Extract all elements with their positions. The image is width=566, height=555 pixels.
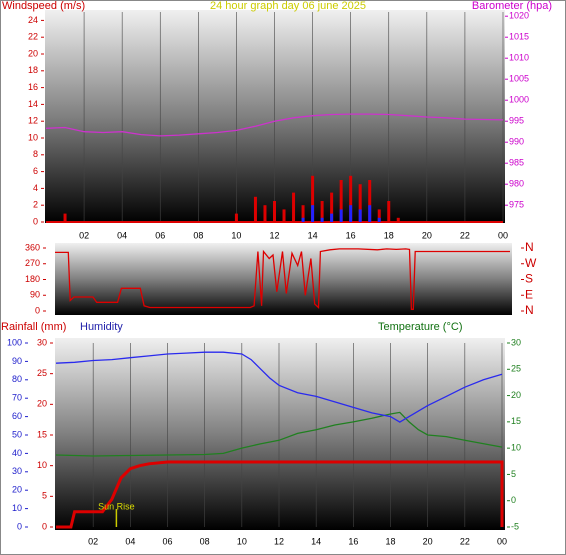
y-tick-label: 22 (28, 32, 38, 42)
y3-label: Rainfall (mm) (1, 321, 66, 333)
y-tick-label: 180 (25, 274, 40, 284)
y2-tick-label: 1015 (509, 32, 529, 42)
panel-bg (55, 338, 505, 530)
y-tick-label: 50 (12, 429, 22, 439)
y3-tick-label: 0 (42, 521, 47, 531)
y2-tick-label: S (525, 272, 533, 286)
y3-tick-label: 5 (42, 491, 47, 501)
y3-tick-label: 15 (37, 429, 47, 439)
y2-tick-label: 1010 (509, 53, 529, 63)
y-tick-label: 8 (33, 149, 38, 159)
x-tick-label: 08 (200, 536, 210, 546)
x-tick-label: 14 (311, 536, 321, 546)
y2-tick-label: 15 (511, 416, 521, 426)
y2-tick-label: N (525, 240, 534, 254)
y-tick-label: 80 (12, 374, 22, 384)
y-tick-label: 14 (28, 99, 38, 109)
y-tick-label: 20 (12, 485, 22, 495)
y2-tick-label: N (525, 303, 534, 317)
y-tick-label: 0 (33, 216, 38, 226)
x-tick-label: 12 (269, 230, 279, 240)
y-tick-label: 90 (30, 290, 40, 300)
series-line (55, 351, 503, 423)
y3-tick-label: 20 (37, 399, 47, 409)
y2-tick-label: -5 (511, 521, 519, 531)
y2-tick-label: 995 (509, 116, 524, 126)
x-tick-label: 08 (193, 230, 203, 240)
x-tick-label: 06 (155, 230, 165, 240)
y2-tick-label: 1020 (509, 11, 529, 21)
series-line (55, 248, 510, 310)
y2-label: Temperature (°C) (378, 321, 462, 333)
y2-tick-label: 25 (511, 364, 521, 374)
x-tick-label: 20 (422, 230, 432, 240)
x-tick-label: 02 (88, 536, 98, 546)
x-tick-label: 00 (497, 536, 507, 546)
y-tick-label: 20 (28, 48, 38, 58)
x-tick-label: 04 (117, 230, 127, 240)
y3-tick-label: 10 (37, 460, 47, 470)
y2-tick-label: 20 (511, 390, 521, 400)
y-tick-label: 70 (12, 393, 22, 403)
x-tick-label: 02 (79, 230, 89, 240)
y-tick-label: 10 (12, 503, 22, 513)
x-tick-label: 10 (237, 536, 247, 546)
y-label: Humidity (80, 321, 123, 333)
y-tick-label: 60 (12, 411, 22, 421)
y-tick-label: 24 (28, 15, 38, 25)
y3-tick-label: 30 (37, 337, 47, 347)
x-tick-label: 00 (498, 230, 508, 240)
y-tick-label: 6 (33, 166, 38, 176)
y-tick-label: 10 (28, 132, 38, 142)
y-tick-label: 0 (35, 305, 40, 315)
y-tick-label: 90 (12, 356, 22, 366)
x-tick-label: 22 (460, 230, 470, 240)
y2-tick-label: 975 (509, 200, 524, 210)
y2-label: Barometer (hpa) (472, 0, 552, 12)
series-line (56, 460, 504, 529)
panel-bg (45, 10, 505, 223)
y2-tick-label: E (525, 287, 533, 301)
series-line (55, 411, 503, 457)
y-tick-label: 4 (33, 183, 38, 193)
x-tick-label: 12 (274, 536, 284, 546)
y-tick-label: 18 (28, 65, 38, 75)
x-tick-label: 14 (308, 230, 318, 240)
y-tick-label: 360 (25, 242, 40, 252)
y2-tick-label: 990 (509, 137, 524, 147)
y-tick-label: 0 (17, 521, 22, 531)
y-tick-label: 30 (12, 466, 22, 476)
x-tick-label: 18 (385, 536, 395, 546)
x-tick-label: 16 (348, 536, 358, 546)
y-tick-label: 270 (25, 258, 40, 268)
x-tick-label: 16 (346, 230, 356, 240)
y3-tick-label: 25 (37, 368, 47, 378)
y2-tick-label: 5 (511, 469, 516, 479)
y2-tick-label: 10 (511, 443, 521, 453)
series-line (45, 113, 504, 137)
x-tick-label: 10 (231, 230, 241, 240)
y2-tick-label: 980 (509, 179, 524, 189)
chart-title: 24 hour graph day 06 june 2025 (210, 0, 366, 12)
y2-tick-label: 985 (509, 158, 524, 168)
y2-tick-label: 1000 (509, 95, 529, 105)
y-tick-label: 2 (33, 200, 38, 210)
x-tick-label: 20 (423, 536, 433, 546)
x-tick-label: 06 (162, 536, 172, 546)
y2-tick-label: 0 (511, 495, 516, 505)
annotation: Sun Rise (98, 501, 135, 511)
y2-tick-label: 30 (511, 337, 521, 347)
y2-tick-label: W (525, 256, 537, 270)
y-label: Windspeed (m/s) (2, 0, 85, 12)
y-tick-label: 40 (12, 448, 22, 458)
x-tick-label: 22 (460, 536, 470, 546)
x-tick-label: 18 (384, 230, 394, 240)
x-tick-label: 04 (125, 536, 135, 546)
y2-tick-label: 1005 (509, 74, 529, 84)
y-tick-label: 16 (28, 82, 38, 92)
y-tick-label: 12 (28, 116, 38, 126)
y-tick-label: 100 (7, 337, 22, 347)
panel-bg (55, 243, 512, 315)
